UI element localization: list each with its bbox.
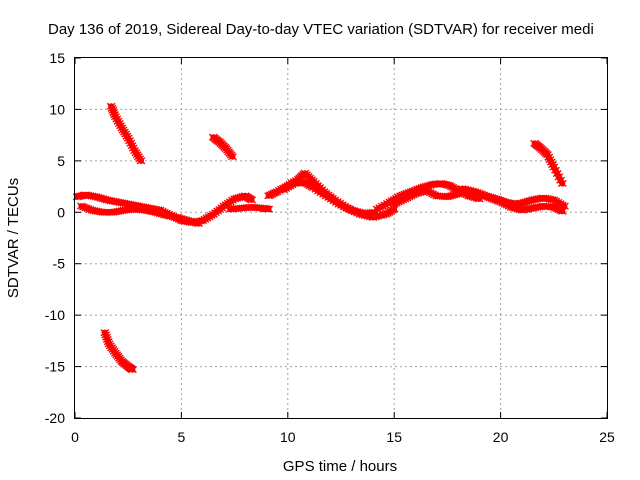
data-point bbox=[109, 347, 119, 355]
data-point bbox=[136, 157, 146, 165]
data-point bbox=[347, 206, 357, 214]
y-tick-label: -20 bbox=[45, 410, 65, 426]
data-point bbox=[102, 333, 111, 341]
data-point bbox=[451, 190, 461, 198]
y-tick-label: -15 bbox=[45, 359, 65, 375]
data-point bbox=[349, 207, 359, 215]
data-point bbox=[135, 155, 145, 163]
x-tick-label: 10 bbox=[280, 429, 296, 445]
series-main-band-b bbox=[76, 202, 203, 228]
data-point bbox=[110, 111, 120, 119]
data-point bbox=[119, 128, 129, 136]
x-tick-label: 5 bbox=[178, 429, 186, 445]
data-point bbox=[121, 130, 131, 138]
data-point bbox=[457, 185, 467, 193]
data-point bbox=[228, 153, 237, 161]
data-point bbox=[264, 205, 274, 213]
data-point bbox=[191, 219, 201, 227]
plot-border bbox=[74, 57, 608, 419]
data-point bbox=[122, 132, 132, 140]
grid-lines bbox=[75, 58, 607, 418]
data-point bbox=[468, 187, 477, 195]
data-point bbox=[194, 220, 203, 228]
data-point bbox=[106, 102, 116, 110]
data-point bbox=[101, 331, 111, 339]
series-band-19-23h-low bbox=[474, 190, 567, 215]
data-point bbox=[389, 205, 399, 213]
data-point bbox=[131, 149, 141, 157]
data-point bbox=[247, 196, 257, 204]
chart-title: Day 136 of 2019, Sidereal Day-to-day VTE… bbox=[48, 21, 594, 38]
data-point bbox=[104, 340, 114, 348]
data-point bbox=[117, 124, 127, 132]
data-point bbox=[465, 186, 475, 195]
series-lower-left-arc bbox=[100, 329, 137, 374]
y-tick-label: -5 bbox=[53, 256, 66, 272]
data-point bbox=[352, 207, 362, 216]
y-tick-label: -10 bbox=[45, 307, 65, 323]
series-band-15-18h bbox=[389, 187, 463, 208]
y-tick-label: 10 bbox=[49, 101, 65, 117]
data-series bbox=[72, 102, 569, 374]
data-point bbox=[130, 147, 140, 155]
data-point bbox=[103, 338, 113, 346]
x-tick-label: 15 bbox=[386, 429, 402, 445]
data-point bbox=[118, 126, 128, 134]
x-tick-label: 0 bbox=[71, 429, 79, 445]
data-point bbox=[105, 342, 115, 350]
data-point bbox=[133, 153, 143, 161]
data-point bbox=[132, 151, 142, 159]
data-point bbox=[108, 345, 118, 354]
x-tick-label: 25 bbox=[599, 429, 615, 445]
data-point bbox=[557, 207, 567, 215]
data-point bbox=[102, 335, 112, 343]
y-tick-label: 15 bbox=[49, 50, 65, 66]
series-upper-left-arc bbox=[106, 102, 146, 165]
series-band-10-14h bbox=[279, 178, 380, 217]
series-late-arc-22h bbox=[530, 139, 567, 188]
data-point bbox=[107, 344, 117, 352]
axis-ticks: 0 5 10 15 20 25 -20 -15 -10 -5 0 5 10 15 bbox=[45, 50, 615, 445]
y-axis-label: SDTVAR / TECUs bbox=[5, 178, 22, 298]
x-tick-label: 20 bbox=[493, 429, 509, 445]
data-point bbox=[109, 108, 119, 117]
data-point bbox=[460, 185, 470, 193]
data-point bbox=[108, 106, 118, 115]
x-axis-label: GPS time / hours bbox=[283, 458, 397, 475]
data-point bbox=[128, 366, 137, 374]
data-point bbox=[354, 208, 364, 216]
data-point bbox=[107, 104, 117, 112]
y-tick-label: 0 bbox=[57, 204, 65, 220]
series-band-7-9h bbox=[225, 203, 274, 213]
data-point bbox=[462, 186, 472, 194]
data-point bbox=[557, 179, 567, 188]
data-point bbox=[100, 329, 110, 337]
y-tick-label: 5 bbox=[57, 153, 65, 169]
series-mid-arc-6h bbox=[208, 133, 237, 161]
